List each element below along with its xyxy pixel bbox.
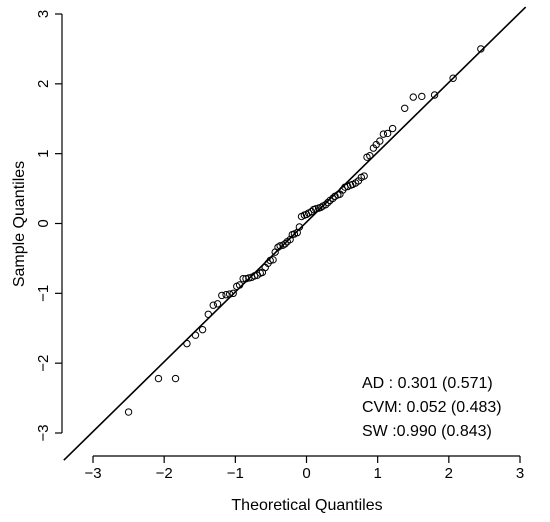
data-point [276,242,284,250]
data-point [269,256,277,264]
data-point [225,290,234,298]
reference-line-group [63,6,527,461]
y-tick-label: −3 [35,424,52,441]
y-tick-label: −2 [35,355,52,372]
data-point [324,198,332,207]
data-point [409,93,417,101]
data-point [401,104,409,112]
x-tick-label: −3 [84,465,101,482]
data-point [366,152,374,160]
data-point [383,129,392,138]
data-point [295,223,304,231]
reference-line [63,6,527,461]
x-tick-label: 1 [373,465,381,482]
data-point [266,256,274,265]
x-tick-label: −1 [227,465,244,482]
x-tick-label: −2 [156,465,173,482]
y-axis-title: Sample Quantiles [11,161,28,287]
data-point [191,331,200,339]
y-tick-label: 2 [35,80,52,88]
data-point [239,274,247,283]
stat-ad: AD : 0.301 (0.571) [362,375,493,392]
data-points [124,45,485,416]
data-point [312,205,320,213]
data-point [274,243,282,251]
data-point [477,45,485,53]
axes: −3 −2 −1 0 1 2 3 −3 −2 −1 0 1 2 3 [35,10,524,482]
data-point [198,325,207,334]
data-point [124,408,133,416]
data-point [229,289,237,298]
data-point [418,92,426,101]
y-tick-label: 1 [35,149,52,157]
x-tick-label: 0 [302,465,310,482]
data-point [154,374,163,383]
data-point [218,291,226,300]
data-point [171,374,180,383]
data-point [376,137,384,145]
x-tick-label: 3 [516,465,524,482]
data-point [329,194,337,203]
stat-sw: SW :0.990 (0.843) [362,423,492,440]
stat-cvm: CVM: 0.052 (0.483) [362,399,502,416]
data-point [222,291,230,299]
data-point [183,339,191,348]
data-point [388,124,397,133]
y-tick-label: 3 [35,10,52,18]
data-point [204,310,212,318]
data-point [209,301,217,309]
test-statistics: AD : 0.301 (0.571) CVM: 0.052 (0.483) SW… [362,375,502,440]
data-point [281,240,289,248]
y-tick-label: 0 [35,219,52,227]
data-point [213,300,222,308]
data-point [322,200,330,209]
data-point [286,235,294,244]
data-point [360,172,368,180]
x-tick-label: 2 [445,465,453,482]
data-point [379,130,388,138]
data-point [235,281,244,289]
y-tick-label: −1 [35,285,52,302]
data-point [430,91,439,99]
data-point [250,272,259,280]
data-point [449,74,457,82]
x-axis-title: Theoretical Quantiles [231,497,382,514]
